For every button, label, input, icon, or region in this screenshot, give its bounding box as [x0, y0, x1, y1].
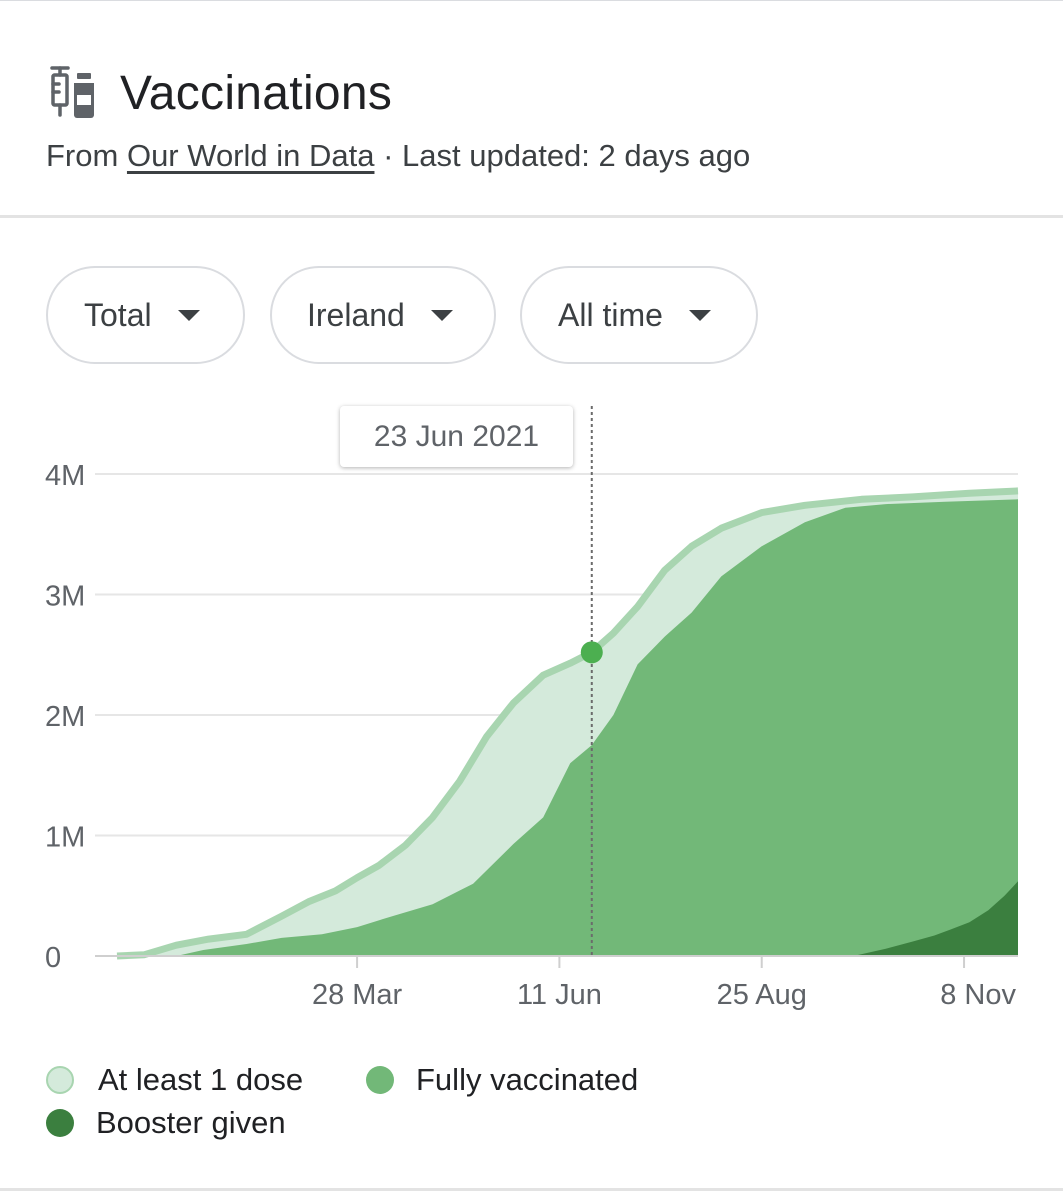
bottom-border [0, 1188, 1063, 1191]
legend-label: Booster given [96, 1105, 286, 1140]
dropdown-caret-icon [430, 309, 453, 321]
source-link[interactable]: Our World in Data [126, 138, 375, 173]
x-tick-label: 25 Aug [717, 979, 807, 1011]
legend-swatch-fully-vaccinated [366, 1066, 394, 1094]
vaccination-area-chart[interactable]: 0 1M 2M 3M 4M 28 Mar 11 Jun 25 Aug 8 Nov [0, 390, 1063, 1030]
legend-item-booster-given[interactable]: Booster given [46, 1105, 286, 1141]
x-tick-label: 11 Jun [517, 979, 602, 1011]
area-series [116, 487, 1019, 960]
y-tick-label: 4M [45, 460, 85, 492]
legend-item-at-least-one-dose[interactable]: At least 1 dose [46, 1062, 303, 1098]
dropdown-caret-icon [177, 309, 200, 321]
card-header: Vaccinations From Our World in Data · La… [0, 0, 1063, 216]
date-tooltip: 23 Jun 2021 [340, 406, 573, 467]
hover-marker [580, 406, 603, 956]
country-dropdown[interactable]: Ireland [270, 266, 496, 364]
area-fully-vaccinated [117, 499, 1018, 956]
line-at-least-one-dose [116, 487, 1019, 960]
country-dropdown-label: Ireland [307, 296, 405, 333]
x-tick-label: 28 Mar [312, 979, 403, 1011]
x-tick-label: 8 Nov [940, 979, 1016, 1011]
source-line: From Our World in Data · Last updated: 2… [46, 138, 750, 174]
metric-dropdown-label: Total [84, 296, 152, 333]
y-tick-label: 1M [45, 822, 85, 854]
time-range-dropdown[interactable]: All time [520, 266, 758, 364]
legend-swatch-booster-given [46, 1109, 74, 1137]
card-title: Vaccinations [120, 66, 393, 120]
legend-label: At least 1 dose [98, 1062, 304, 1097]
vaccine-syringe-vial-icon [50, 66, 94, 118]
dropdown-caret-icon [688, 309, 711, 321]
time-range-dropdown-label: All time [558, 296, 663, 333]
axes: 0 1M 2M 3M 4M 28 Mar 11 Jun 25 Aug 8 Nov [45, 460, 1018, 1011]
metric-dropdown[interactable]: Total [46, 266, 245, 364]
source-prefix: From [46, 138, 119, 173]
legend-label: Fully vaccinated [416, 1062, 639, 1097]
legend-swatch-at-least-one-dose [46, 1066, 74, 1094]
title-row: Vaccinations [48, 58, 392, 128]
y-tick-label: 3M [45, 581, 85, 613]
top-border [0, 0, 1063, 1]
last-updated: · Last updated: 2 days ago [383, 138, 751, 173]
y-tick-label: 2M [45, 701, 85, 733]
y-tick-label: 0 [45, 942, 61, 974]
header-divider [0, 215, 1063, 218]
legend-item-fully-vaccinated[interactable]: Fully vaccinated [366, 1062, 638, 1098]
area-booster-given [117, 881, 1018, 956]
hover-point [580, 641, 603, 664]
